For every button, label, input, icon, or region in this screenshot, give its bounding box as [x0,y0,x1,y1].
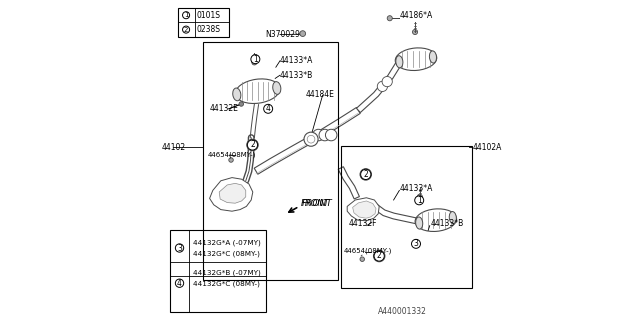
Text: 1: 1 [253,55,258,64]
Circle shape [374,251,385,261]
Circle shape [307,135,315,143]
Ellipse shape [415,209,456,231]
Circle shape [374,250,385,262]
Circle shape [362,171,369,178]
Text: 3: 3 [177,244,182,252]
Text: 2: 2 [377,252,381,260]
Text: 1: 1 [184,12,188,18]
Polygon shape [219,183,246,203]
Ellipse shape [396,48,436,70]
Text: N370029: N370029 [266,30,300,39]
Text: 44102A: 44102A [473,143,502,152]
Text: 2: 2 [364,170,368,179]
Bar [170,230,266,312]
Circle shape [175,279,184,287]
Circle shape [264,104,273,113]
Text: 44186*A: 44186*A [400,11,433,20]
Circle shape [361,169,371,180]
Circle shape [326,129,337,141]
Circle shape [319,129,331,141]
Circle shape [249,142,255,148]
Text: 44133*B: 44133*B [280,71,313,80]
Circle shape [360,169,371,180]
Circle shape [304,132,318,146]
Polygon shape [254,108,360,174]
Text: 44132G*B (-07MY): 44132G*B (-07MY) [193,269,260,276]
Circle shape [247,140,257,150]
Text: FRONT: FRONT [301,199,330,208]
Text: 0238S: 0238S [197,25,221,34]
Text: A440001332: A440001332 [378,308,426,316]
Polygon shape [338,167,360,199]
Polygon shape [210,178,253,211]
Text: 44133*A: 44133*A [280,56,314,65]
Text: 1: 1 [417,196,422,205]
Text: 44132G*C (08MY-): 44132G*C (08MY-) [193,281,259,287]
Circle shape [360,257,365,261]
Polygon shape [353,201,376,218]
Polygon shape [347,198,380,221]
Text: 3: 3 [413,239,419,248]
Text: 2: 2 [184,27,188,33]
Text: FRONT: FRONT [301,199,332,208]
Circle shape [228,158,234,162]
Ellipse shape [273,82,281,94]
Circle shape [412,239,420,248]
Circle shape [252,60,257,65]
Circle shape [382,76,392,87]
Text: 2: 2 [250,140,255,149]
Text: 44132G*A (-07MY): 44132G*A (-07MY) [193,239,260,246]
Ellipse shape [449,212,456,224]
Text: 44132F: 44132F [349,220,378,228]
Bar [204,42,338,280]
Ellipse shape [233,88,241,101]
Ellipse shape [429,51,436,63]
Text: 44102: 44102 [161,143,186,152]
Circle shape [417,194,422,199]
Circle shape [312,129,324,141]
Circle shape [247,139,259,151]
Text: 44133*B: 44133*B [430,220,463,228]
Text: 4: 4 [266,104,271,113]
Text: 0101S: 0101S [197,11,221,20]
Circle shape [413,29,418,35]
Circle shape [378,81,388,92]
Polygon shape [373,204,417,224]
Circle shape [175,244,184,252]
Ellipse shape [236,79,280,103]
Text: 44654(08MY-): 44654(08MY-) [207,152,256,158]
Text: 44184E: 44184E [306,90,335,99]
Circle shape [182,12,189,19]
Bar [178,8,229,37]
Text: 44654(08MY-): 44654(08MY-) [344,248,392,254]
Text: 44132G*C (08MY-): 44132G*C (08MY-) [193,251,259,257]
Circle shape [300,31,306,36]
Text: 4: 4 [177,279,182,288]
Circle shape [251,55,260,64]
Ellipse shape [396,56,403,68]
Text: 44132E: 44132E [210,104,239,113]
Bar [340,146,472,288]
Text: 44133*A: 44133*A [400,184,433,193]
Ellipse shape [415,217,423,229]
Circle shape [415,196,424,205]
Circle shape [182,26,189,33]
Polygon shape [356,61,402,113]
Circle shape [239,102,244,106]
Circle shape [387,16,392,21]
